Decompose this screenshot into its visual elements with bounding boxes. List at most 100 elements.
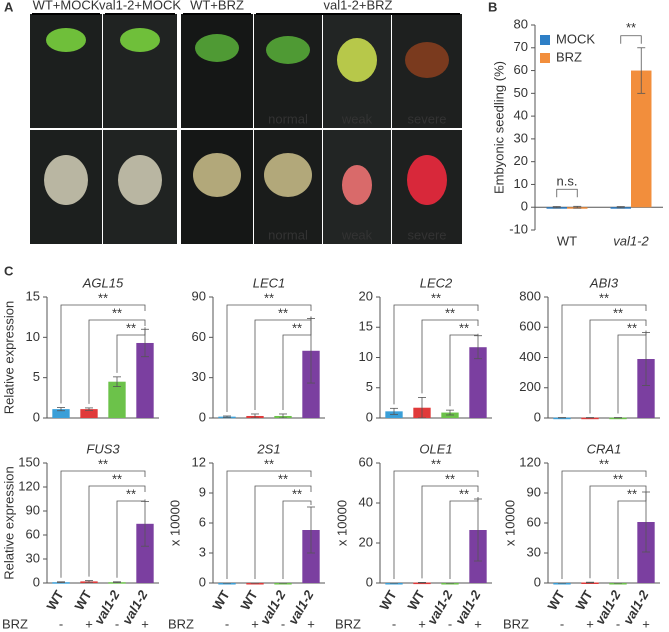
treatment: -: [616, 616, 620, 631]
chart-title: OLE1: [419, 441, 452, 456]
significance: **: [292, 486, 302, 501]
x-tick-label: WT: [237, 588, 260, 613]
bar: [302, 530, 320, 583]
photo-label: normal: [268, 111, 308, 126]
bracket: [617, 490, 647, 579]
seedling: [118, 155, 162, 205]
significance: **: [292, 320, 302, 335]
bar: [52, 409, 70, 418]
x-tick-label: WT: [71, 588, 94, 613]
significance: n.s.: [557, 174, 578, 189]
y-tick-label: 9: [199, 484, 206, 499]
significance: **: [264, 290, 274, 305]
bracket: [589, 319, 647, 414]
bracket: [393, 304, 479, 405]
legend-label: BRZ: [556, 49, 582, 64]
y-tick-label: 0: [534, 574, 541, 589]
bracket: [449, 333, 479, 407]
y-tick-label: 30: [514, 130, 528, 145]
error-bar: [390, 407, 398, 415]
y-tick-label: 150: [18, 454, 40, 469]
y-tick-label: 0: [534, 409, 541, 424]
chart-title: CRA1: [587, 441, 622, 456]
y-tick-label: 0: [33, 409, 40, 424]
error-bar: [307, 506, 315, 554]
bar: [553, 417, 571, 420]
bracket: [561, 304, 647, 414]
bar: [413, 582, 431, 585]
error-bar: [616, 206, 625, 209]
significance: **: [445, 305, 455, 320]
photo-label: weak: [341, 111, 373, 126]
significance: **: [626, 20, 636, 35]
bar: [274, 583, 292, 585]
bar: [637, 359, 655, 418]
bar: [218, 583, 236, 585]
y-tick-label: 800: [519, 288, 541, 303]
significance: **: [613, 471, 623, 486]
bracket: [88, 319, 146, 404]
y-tick-label: 30: [192, 369, 206, 384]
significance: **: [599, 290, 609, 305]
treatment-label: BRZ: [2, 616, 28, 631]
column-header: WT+MOCK: [33, 0, 100, 12]
treatment: +: [642, 616, 650, 631]
significance: **: [112, 305, 122, 320]
treatment: +: [474, 616, 482, 631]
error-bar: [85, 580, 93, 583]
y-tick-label: 5: [366, 379, 373, 394]
treatment: +: [418, 616, 426, 631]
significance: **: [112, 471, 122, 486]
error-bar: [85, 407, 93, 411]
bracket: [556, 188, 578, 198]
y-tick-label: 6: [199, 514, 206, 529]
significance: **: [431, 290, 441, 305]
error-bar: [113, 376, 121, 387]
bracket: [620, 35, 642, 44]
x-tick-label: WT: [209, 588, 232, 613]
error-bar: [586, 581, 594, 584]
bar: [246, 583, 264, 585]
seedling: [120, 28, 160, 52]
bracket: [88, 485, 146, 577]
bar: [581, 582, 599, 584]
legend-swatch: [540, 53, 550, 63]
error-bar: [57, 407, 65, 412]
error-bar: [113, 581, 121, 583]
treatment-label: BRZ: [335, 616, 361, 631]
bar: [609, 417, 627, 420]
bar: [108, 381, 126, 418]
seedling: [405, 42, 449, 78]
y-tick-label: 90: [527, 484, 541, 499]
y-tick-label: 12: [192, 454, 206, 469]
y-tick-label: 10: [514, 176, 528, 191]
bracket: [421, 319, 479, 394]
y-tick-label: 60: [26, 526, 40, 541]
y-tick-label: 20: [359, 288, 373, 303]
y-tick-label: 3: [199, 544, 206, 559]
y-tick-label: 120: [519, 454, 541, 469]
y-axis-label: x 10000: [167, 500, 182, 546]
bracket: [116, 327, 146, 373]
x-tick-label: WT: [544, 588, 567, 613]
photo-label: normal: [268, 227, 308, 242]
bracket: [226, 304, 312, 412]
column-header: WT+BRZ: [190, 0, 244, 12]
error-bar: [223, 415, 231, 418]
error-bar: [573, 205, 582, 209]
treatment: +: [85, 616, 93, 631]
significance: **: [264, 456, 274, 471]
error-bar: [474, 335, 482, 360]
bracket: [561, 470, 647, 579]
y-tick-label: 0: [366, 574, 373, 589]
legend-swatch: [540, 35, 550, 45]
chart-title: FUS3: [86, 441, 120, 456]
y-tick-label: 30: [527, 544, 541, 559]
panel-letter: A: [4, 0, 14, 14]
treatment: +: [141, 616, 149, 631]
y-tick-label: 15: [26, 288, 40, 303]
treatment: -: [225, 616, 229, 631]
y-tick-label: 400: [519, 349, 541, 364]
significance: **: [445, 471, 455, 486]
y-tick-label: 10: [26, 329, 40, 344]
